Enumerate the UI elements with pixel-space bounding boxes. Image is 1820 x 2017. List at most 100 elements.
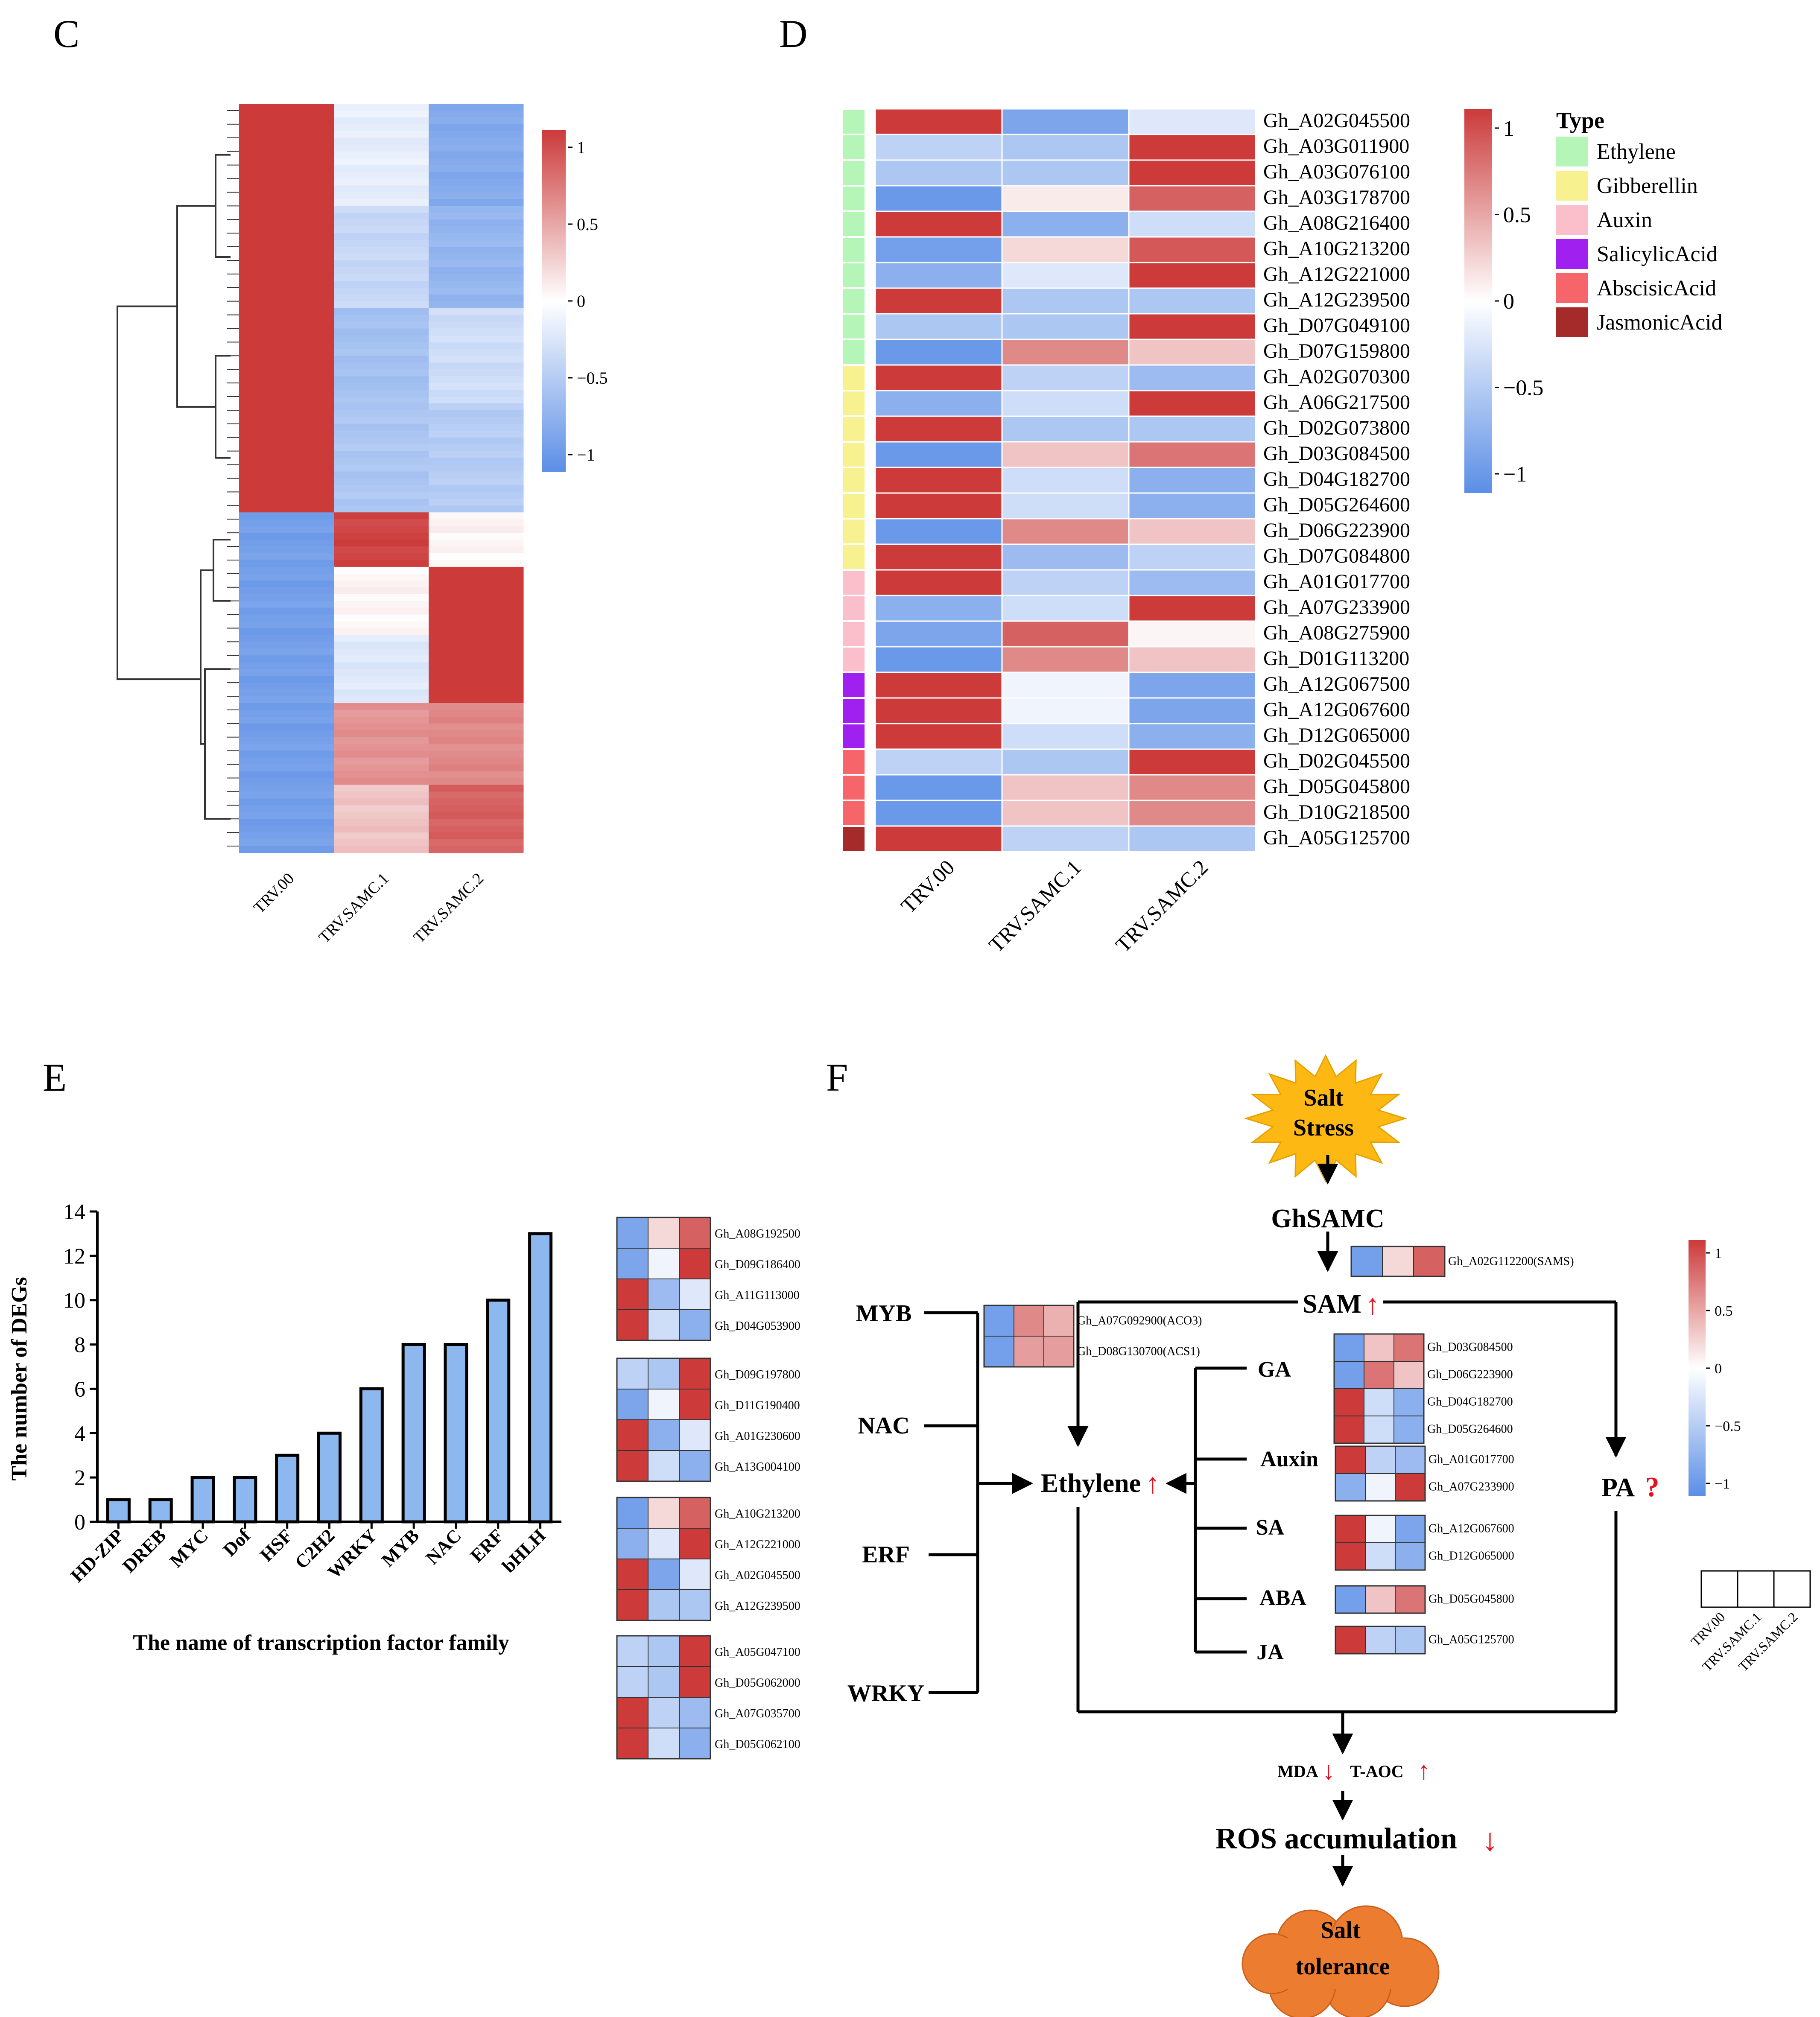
heatmap-cell (239, 662, 334, 669)
heatmap-cell (429, 621, 524, 628)
heatmap-cell (334, 485, 429, 492)
heatmap-cell (334, 376, 429, 383)
heatmap-cell (239, 553, 334, 560)
heatmap-cell (429, 151, 524, 159)
heatmap-cell (1128, 390, 1256, 417)
heatmap-cell (239, 846, 334, 853)
gene-label: Gh_D12G065000 (1263, 724, 1410, 747)
heatmap-cell (334, 771, 429, 778)
ros-label: ROS accumulation (1215, 1822, 1457, 1855)
heatmap-cell (429, 430, 524, 438)
heatmap-cell (984, 1336, 1014, 1367)
hormone-ga-label: GA (1258, 1357, 1291, 1382)
heatmap-cell (429, 492, 524, 499)
ghsamc-label: GhSAMC (1271, 1204, 1384, 1233)
type-cell (843, 801, 865, 825)
gene-label: Gh_A13G004100 (715, 1460, 800, 1474)
heatmap-cell (1335, 1515, 1366, 1543)
ethylene-up-arrow: ↑ (1146, 1468, 1160, 1499)
column-label: TRV.00 (896, 855, 959, 918)
heatmap-cell (429, 750, 524, 758)
heatmap-cell (334, 117, 429, 125)
panel-f-colorbar: 1 0.5 0 −0.5 −1 (1689, 1240, 1741, 1496)
type-cell (843, 110, 865, 134)
gene-label: Gh_A01G017700 (1263, 570, 1410, 593)
heatmap-cell (616, 1635, 649, 1667)
heatmap-cell (429, 308, 524, 315)
heatmap-cell (334, 390, 429, 397)
heatmap-cell (648, 1450, 680, 1482)
gene-label: Gh_D02G073800 (1263, 417, 1410, 439)
heatmap-cell (239, 540, 334, 547)
key-cell (1737, 1570, 1775, 1608)
heatmap-cell (239, 104, 334, 111)
heatmap-cell (1001, 467, 1130, 494)
dendrogram-branch (215, 355, 231, 459)
heatmap-cell (1128, 646, 1256, 673)
heatmap-cell (1043, 1305, 1074, 1337)
gene-label: Gh_A02G045500 (715, 1569, 800, 1582)
bar (190, 1476, 215, 1524)
heatmap-cell (1001, 800, 1130, 827)
heatmap-cell (429, 342, 524, 349)
dendrogram-branch (176, 205, 216, 408)
heatmap-cell (334, 566, 429, 574)
heatmap-cell (1001, 569, 1130, 596)
heatmap-cell (429, 410, 524, 417)
heatmap-cell (1128, 134, 1256, 161)
heatmap-cell (1365, 1515, 1396, 1543)
tf-myb-label: MYB (856, 1300, 912, 1327)
heatmap-cell (1128, 185, 1256, 212)
heatmap-cell (1128, 415, 1256, 443)
heatmap-cell (239, 199, 334, 206)
heatmap-cell (334, 519, 429, 526)
heatmap-cell (1128, 825, 1256, 852)
heatmap-cell (648, 1279, 680, 1310)
heatmap-cell (239, 178, 334, 186)
hormone-sa-label: SA (1256, 1515, 1285, 1540)
gene-label: Gh_D10G218500 (1263, 801, 1410, 823)
heatmap-cell (334, 478, 429, 485)
panel-c-column-labels: TRV.00 TRV.SAMC.1 TRV.SAMC.2 (250, 870, 487, 947)
type-cell (843, 391, 865, 415)
heatmap-cell (429, 437, 524, 445)
heatmap-cell (1395, 1626, 1426, 1654)
heatmap-cell (239, 723, 334, 731)
column-label: TRV.00 (250, 870, 298, 917)
heatmap-cell (1395, 1515, 1426, 1543)
heatmap-cell (334, 839, 429, 846)
gene-label: Gh_A12G239500 (715, 1600, 800, 1613)
heatmap-cell (239, 526, 334, 533)
x-tick-label: MYC (166, 1525, 212, 1571)
heatmap-cell (239, 471, 334, 479)
heatmap-cell (334, 580, 429, 588)
heatmap-cell (429, 117, 524, 125)
heatmap-cell (239, 621, 334, 628)
heatmap-cell (334, 730, 429, 738)
key-cell (1773, 1570, 1811, 1608)
colorbar-tick-label: 0.5 (577, 215, 598, 234)
heatmap-cell (874, 108, 1003, 135)
heatmap-cell (334, 505, 429, 513)
heatmap-cell (334, 213, 429, 220)
heatmap-cell (1365, 1446, 1396, 1474)
heatmap-cell (648, 1309, 680, 1341)
heatmap-cell (1413, 1246, 1445, 1277)
heatmap-cell (1364, 1388, 1394, 1416)
heatmap-cell (679, 1279, 711, 1310)
panel-d-heatmap (874, 108, 1256, 852)
hormone-auxin-label: Auxin (1260, 1447, 1318, 1471)
heatmap-cell (1393, 1334, 1424, 1362)
gene-label: Gh_D05G264600 (1427, 1423, 1513, 1436)
heatmap-cell (334, 560, 429, 567)
heatmap-cell (334, 233, 429, 240)
type-legend-label: Gibberellin (1597, 174, 1698, 198)
heatmap-cell (648, 1389, 680, 1420)
heatmap-cell (648, 1589, 680, 1621)
heatmap-cell (334, 798, 429, 806)
gene-label: Gh_D06G223900 (1427, 1368, 1513, 1381)
heatmap-cell (1128, 697, 1256, 724)
colorbar-tick-label: −1 (1503, 462, 1527, 487)
heatmap-cell (429, 294, 524, 302)
heatmap-cell (1001, 236, 1130, 263)
